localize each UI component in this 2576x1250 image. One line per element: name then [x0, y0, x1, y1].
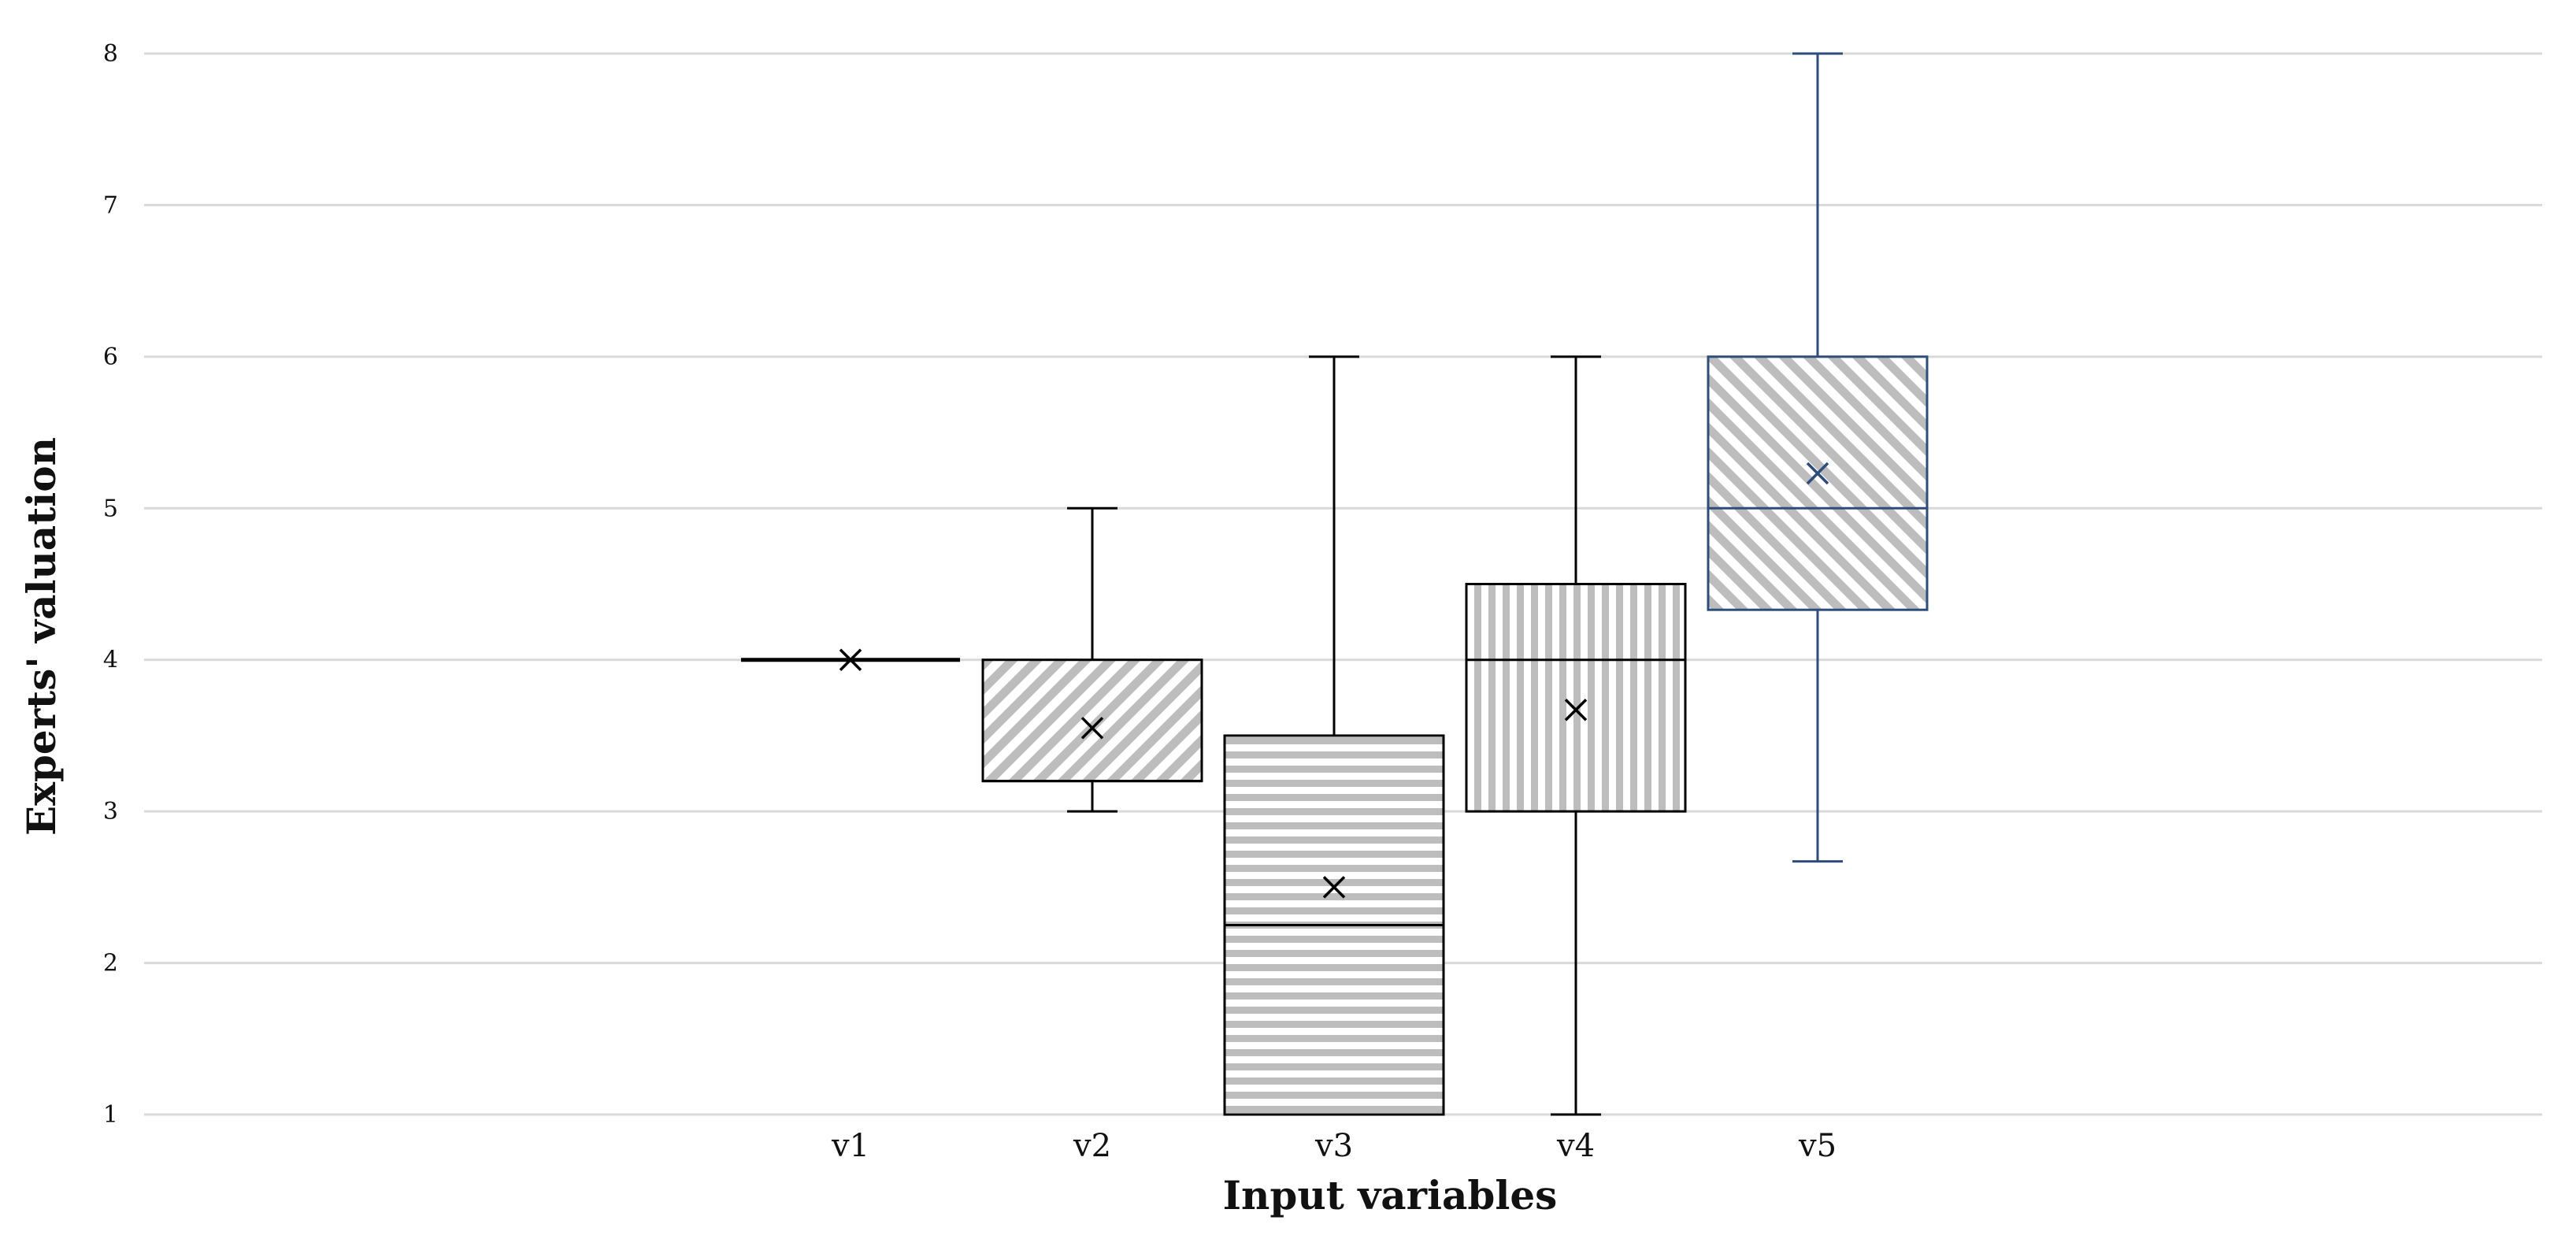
- boxes: [741, 52, 1929, 1116]
- y-tick-label: 1: [103, 1101, 118, 1129]
- mean-marker: [1080, 717, 1104, 740]
- mean-marker: [839, 648, 862, 671]
- x-axis-title: Input variables: [1223, 1172, 1558, 1218]
- y-tick-label: 8: [103, 40, 118, 68]
- box-iqr: [981, 658, 1203, 783]
- box-v5: [1707, 52, 1929, 863]
- y-tick-label: 7: [103, 191, 118, 219]
- y-tick-label: 3: [103, 798, 118, 825]
- y-tick-label: 5: [103, 495, 118, 522]
- y-tick-label: 4: [103, 647, 118, 674]
- box-v1: [741, 648, 960, 671]
- x-tick-label: v4: [1556, 1128, 1595, 1164]
- mean-marker: [1322, 876, 1346, 899]
- y-axis-ticks: 1 2 3 4 5 6 7 8: [103, 40, 118, 1129]
- mean-marker: [1564, 698, 1588, 721]
- y-tick-label: 2: [103, 950, 118, 977]
- x-tick-label: v5: [1798, 1128, 1837, 1164]
- x-tick-label: v1: [831, 1128, 869, 1164]
- box-iqr: [1707, 355, 1929, 611]
- x-tick-label: v3: [1314, 1128, 1353, 1164]
- box-v4: [1465, 355, 1687, 1116]
- y-axis-title: Experts' valuation: [18, 437, 65, 836]
- x-axis-ticks: v1 v2 v3 v4 v5: [831, 1128, 1837, 1164]
- box-v2: [981, 506, 1203, 813]
- x-tick-label: v2: [1073, 1128, 1111, 1164]
- y-tick-label: 6: [103, 343, 118, 371]
- mean-marker: [1806, 462, 1829, 485]
- box-v3: [1223, 355, 1445, 1116]
- box-iqr: [1465, 583, 1687, 813]
